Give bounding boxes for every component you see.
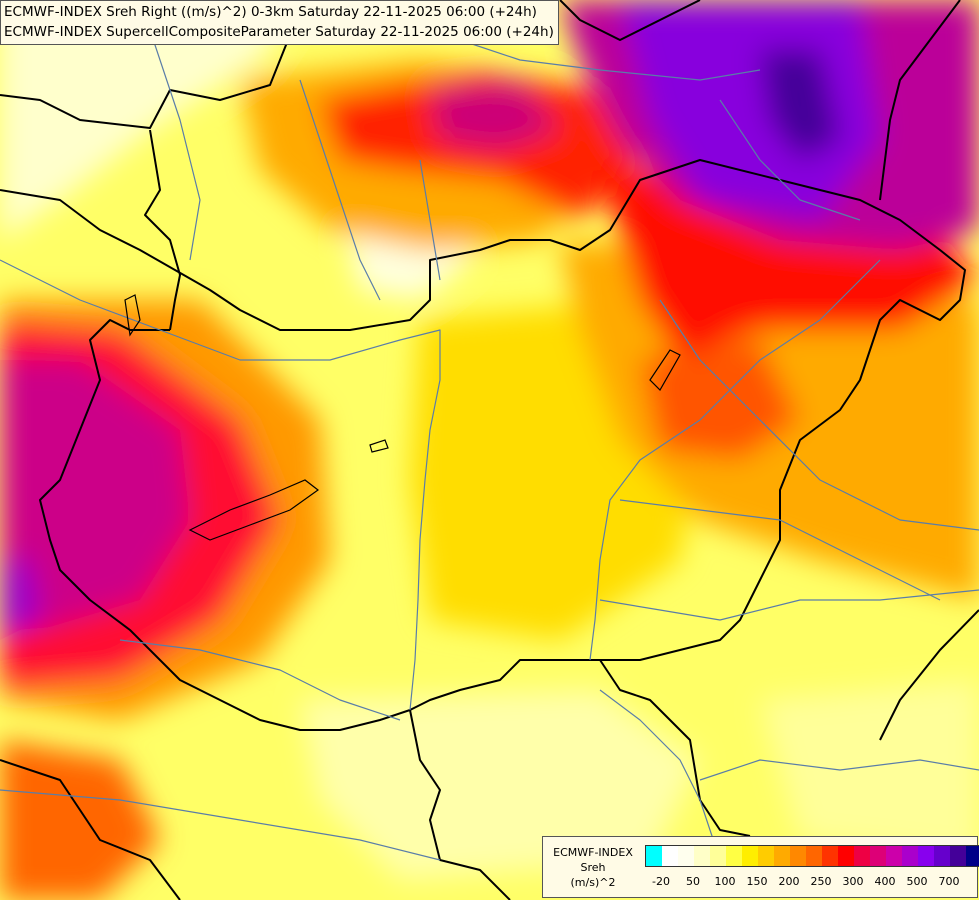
- rivers: [0, 0, 979, 861]
- river-east-2: [619, 499, 941, 601]
- legend-tick-label: 150: [746, 875, 768, 888]
- legend-swatch: [710, 846, 726, 866]
- river-danube: [0, 259, 441, 711]
- legend-ticks: -20 50 100 150 200 250 300 400 500 700: [645, 875, 975, 889]
- legend-swatch: [790, 846, 806, 866]
- legend-variable-label: Sreh: [580, 861, 606, 874]
- legend-swatch: [838, 846, 854, 866]
- legend-swatch: [726, 846, 742, 866]
- legend-swatch: [694, 846, 710, 866]
- legend-tick-label: 250: [810, 875, 832, 888]
- legend-tick-label: 50: [686, 875, 700, 888]
- lake-east-small: [649, 349, 681, 391]
- legend-swatch: [870, 846, 886, 866]
- legend-tick-label: -20: [652, 875, 670, 888]
- border-southwest: [0, 759, 181, 900]
- legend-swatch: [742, 846, 758, 866]
- legend-swatch: [918, 846, 934, 866]
- border-east-ukraine: [879, 0, 961, 201]
- river-south-east: [699, 759, 979, 781]
- legend-swatch: [774, 846, 790, 866]
- color-legend: ECMWF-INDEX Sreh (m/s)^2 -20 50 100 150 200 2…: [542, 836, 979, 898]
- legend-tick-label: 100: [714, 875, 736, 888]
- legend-swatch: [806, 846, 822, 866]
- legend-tick-label: 700: [938, 875, 960, 888]
- river-drava: [119, 639, 401, 721]
- light-area-southeast: [760, 680, 979, 860]
- map-title-line-1: ECMWF-INDEX Sreh Right ((m/s)^2) 0-3km S…: [4, 4, 537, 20]
- border-east-romania: [879, 609, 979, 741]
- border-south-serbia: [599, 659, 751, 837]
- magenta-area-north: [430, 80, 560, 150]
- lake-neusiedl: [124, 294, 141, 337]
- violet-core-northeast: [760, 50, 840, 160]
- legend-swatch: [886, 846, 902, 866]
- river-balkan: [599, 689, 721, 861]
- legend-tick-label: 500: [906, 875, 928, 888]
- legend-tick-label: 200: [778, 875, 800, 888]
- river-poland-2: [719, 99, 861, 221]
- legend-title: ECMWF-INDEX Sreh (m/s)^2: [547, 845, 639, 890]
- purple-area-west: [0, 560, 40, 640]
- legend-swatch: [950, 846, 966, 866]
- border-south-croatia: [409, 709, 511, 900]
- lake-velence: [369, 439, 389, 453]
- magenta-area-west: [0, 360, 190, 630]
- map-title-line-2: ECMWF-INDEX SupercellCompositeParameter …: [4, 24, 554, 40]
- border-north-poland: [559, 0, 701, 41]
- legend-swatch: [678, 846, 694, 866]
- legend-tick-label: 400: [874, 875, 896, 888]
- legend-swatch: [758, 846, 774, 866]
- river-sava: [0, 789, 441, 861]
- river-hron: [419, 159, 441, 281]
- border-czech-slovakia: [144, 129, 181, 331]
- legend-swatch: [822, 846, 838, 866]
- lake-balaton: [188, 479, 320, 541]
- legend-swatch: [902, 846, 918, 866]
- legend-swatch: [662, 846, 678, 866]
- river-east-1: [659, 299, 979, 531]
- light-area-northwest: [0, 0, 300, 240]
- river-mures: [599, 589, 979, 621]
- river-vah: [299, 79, 381, 301]
- legend-swatch: [966, 846, 979, 866]
- red-area-southwest: [0, 740, 160, 900]
- lakes: [124, 294, 681, 541]
- light-area-south: [300, 690, 700, 880]
- legend-unit-label: (m/s)^2: [570, 876, 616, 889]
- legend-swatch: [934, 846, 950, 866]
- legend-swatch: [854, 846, 870, 866]
- legend-swatch: [646, 846, 662, 866]
- river-tisza: [589, 259, 881, 661]
- legend-tick-label: 300: [842, 875, 864, 888]
- legend-source-label: ECMWF-INDEX: [553, 846, 633, 859]
- border-austria-slovakia-hungary: [0, 159, 966, 731]
- map-title-box: ECMWF-INDEX Sreh Right ((m/s)^2) 0-3km S…: [0, 0, 559, 45]
- legend-color-bar: [645, 845, 979, 867]
